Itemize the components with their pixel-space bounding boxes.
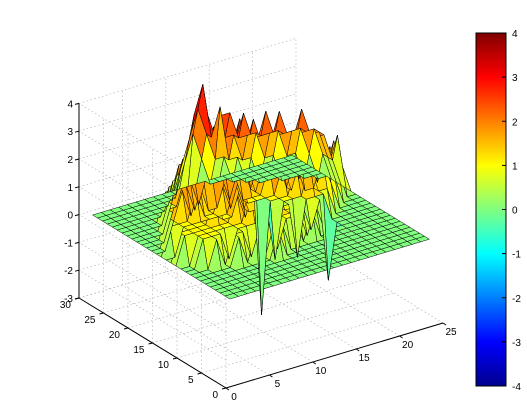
surface-patch bbox=[92, 212, 107, 219]
z-tick-mark bbox=[74, 102, 80, 105]
colorbar-tick-label: -2 bbox=[512, 294, 521, 305]
z-tick-label: 1 bbox=[67, 183, 73, 194]
y-tick-label: 15 bbox=[133, 345, 145, 356]
z-tick-mark bbox=[74, 158, 80, 161]
colorbar-tick-label: 0 bbox=[512, 206, 518, 217]
y-tick-mark bbox=[197, 372, 202, 375]
z-tick-label: 2 bbox=[67, 155, 73, 166]
y-tick-mark bbox=[123, 327, 129, 330]
y-tick-label: 30 bbox=[60, 300, 72, 311]
colorbar-tick-label: -1 bbox=[512, 250, 521, 261]
x-tick-label: 0 bbox=[231, 392, 237, 403]
z-tick-label: -2 bbox=[64, 266, 73, 277]
x-tick-mark bbox=[225, 387, 230, 391]
grid-line bbox=[78, 65, 297, 132]
y-tick-mark bbox=[221, 387, 227, 390]
z-tick-label: 0 bbox=[67, 211, 73, 222]
colorbar-tick-label: 2 bbox=[512, 117, 518, 128]
x-axis-line bbox=[225, 322, 444, 389]
grid-line bbox=[78, 214, 227, 305]
colorbar-gradient bbox=[475, 32, 507, 387]
x-tick-mark bbox=[269, 374, 273, 378]
x-tick-mark bbox=[312, 361, 317, 365]
grid-line bbox=[78, 242, 227, 333]
colorbar: -4 -3 -2 -1 0 1 2 3 4 bbox=[475, 29, 521, 393]
z-tick-mark bbox=[74, 186, 80, 189]
colorbar-tick-label: 4 bbox=[512, 29, 518, 40]
grid-line bbox=[209, 258, 357, 350]
axis-ticks: 0 5 10 15 20 25 0 5 10 15 20 25 30-3 -2 -1 0 1 2 3 4 bbox=[60, 99, 457, 403]
z-tick-mark bbox=[74, 241, 80, 244]
y-tick-label: 20 bbox=[109, 330, 121, 341]
grid-line bbox=[152, 277, 370, 344]
z-tick-label: 3 bbox=[67, 127, 73, 138]
colorbar-tick-label: 1 bbox=[512, 161, 518, 172]
y-tick-label: 5 bbox=[188, 375, 194, 386]
x-tick-label: 15 bbox=[359, 353, 371, 364]
y-tick-mark bbox=[172, 357, 178, 360]
y-tick-label: 0 bbox=[212, 390, 218, 401]
z-tick-mark bbox=[74, 130, 80, 133]
z-tick-mark bbox=[74, 214, 80, 217]
y-tick-label: 25 bbox=[84, 315, 96, 326]
grid-line bbox=[78, 93, 297, 160]
x-tick-label: 20 bbox=[402, 340, 414, 351]
grid-line bbox=[78, 269, 227, 361]
z-tick-label: -1 bbox=[64, 238, 73, 249]
grid-line bbox=[201, 307, 419, 374]
grid-line bbox=[165, 271, 313, 363]
grid-line bbox=[78, 38, 297, 104]
grid-line bbox=[295, 232, 444, 324]
y-tick-mark bbox=[99, 312, 104, 315]
colorbar-tick-label: 3 bbox=[512, 73, 518, 84]
colorbar-tick-label: -3 bbox=[512, 338, 521, 349]
grid-line bbox=[176, 292, 395, 359]
z-tick-mark bbox=[74, 297, 80, 300]
colorbar-tick-label: -4 bbox=[512, 382, 521, 393]
x-tick-label: 25 bbox=[445, 327, 457, 338]
z-tick-label: -3 bbox=[64, 294, 73, 305]
x-tick-label: 10 bbox=[315, 366, 327, 377]
z-tick-mark bbox=[74, 269, 80, 272]
z-tick-label: 4 bbox=[67, 99, 73, 110]
x-tick-mark bbox=[355, 348, 360, 352]
y-tick-label: 10 bbox=[158, 360, 170, 371]
x-tick-mark bbox=[399, 335, 403, 339]
y-tick-mark bbox=[148, 342, 153, 345]
x-tick-label: 5 bbox=[275, 379, 281, 390]
x-tick-mark bbox=[442, 322, 447, 326]
surface-mesh bbox=[92, 83, 430, 316]
